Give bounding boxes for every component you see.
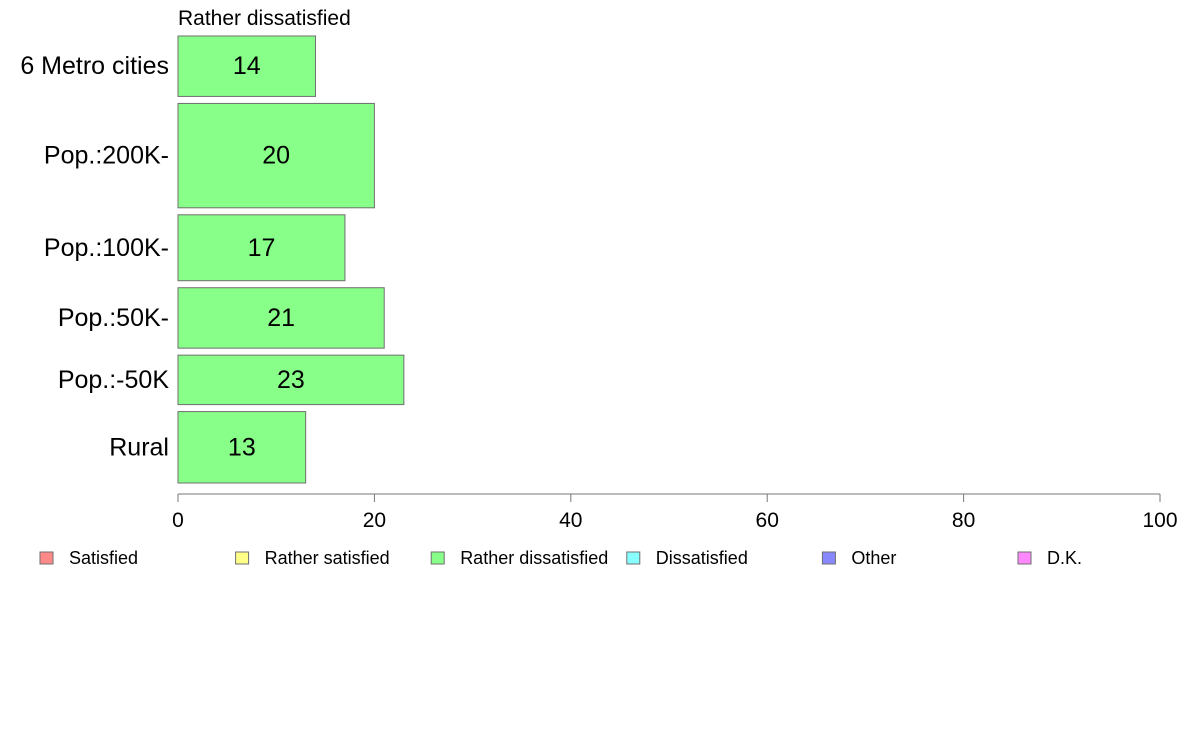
bar-value-label: 17	[248, 234, 276, 262]
category-label: Pop.:200K-	[44, 142, 169, 170]
bar-value-label: 14	[233, 52, 261, 80]
legend-swatch	[626, 551, 641, 565]
legend-label: D.K.	[1047, 548, 1082, 568]
bar	[177, 287, 385, 349]
category-label: Pop.:-50K	[58, 366, 170, 394]
bar	[177, 35, 316, 97]
bar-value-label: 20	[262, 142, 290, 170]
bar	[177, 102, 375, 209]
legend-swatch	[430, 551, 445, 565]
panel-title: Rather dissatisfied	[178, 7, 351, 30]
legend: Satisfied Rather satisfied Rather dissatis…	[39, 548, 1082, 568]
bar	[177, 214, 346, 282]
bar	[177, 411, 307, 484]
legend-swatch	[39, 551, 54, 565]
x-tick-label: 40	[559, 509, 582, 532]
legend-label: Dissatisfied	[656, 548, 748, 568]
legend-label: Rather satisfied	[265, 548, 390, 568]
x-tick-label: 80	[952, 509, 975, 532]
x-tick-label: 60	[756, 509, 779, 532]
bar	[177, 354, 405, 406]
category-label: 6 Metro cities	[20, 52, 169, 80]
legend-swatch	[1017, 551, 1032, 565]
bar-value-label: 13	[228, 433, 256, 461]
category-label: Pop.:100K-	[44, 234, 169, 262]
legend-label: Satisfied	[69, 548, 138, 568]
legend-label: Other	[851, 548, 896, 568]
bar-value-label: 21	[267, 304, 295, 332]
category-label: Rural	[109, 433, 169, 461]
legend-label: Rather dissatisfied	[460, 548, 608, 568]
bar-value-label: 23	[277, 366, 305, 394]
x-tick-label: 20	[363, 509, 386, 532]
category-label: Pop.:50K-	[58, 304, 169, 332]
x-axis: 0 20 40 60 80 100	[172, 493, 1178, 532]
bar-group: 14 6 Metro cities 20 Pop.:200K- 17 Pop.:100K-…	[20, 35, 405, 484]
x-tick-label: 100	[1142, 509, 1177, 532]
x-tick-label: 0	[172, 509, 184, 532]
legend-swatch	[821, 551, 836, 565]
legend-swatch	[235, 551, 250, 565]
